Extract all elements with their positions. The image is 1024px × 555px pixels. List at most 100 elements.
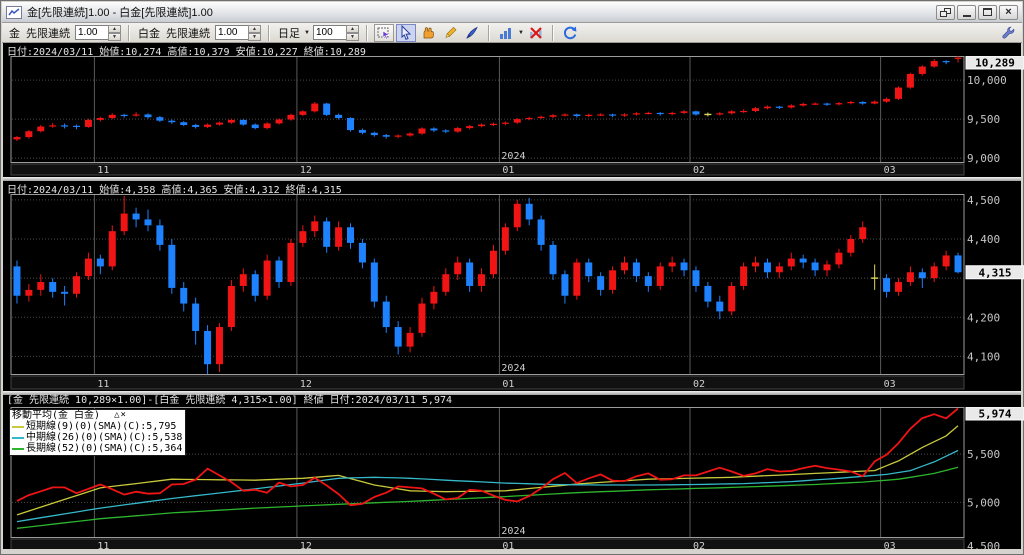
- instrument1-ratio-input[interactable]: 1.00: [75, 25, 108, 40]
- chevron-down-icon[interactable]: ▼: [517, 29, 524, 36]
- candle: [144, 113, 152, 119]
- candle: [108, 113, 116, 120]
- period-count-input[interactable]: 100: [312, 25, 346, 40]
- spin-down-icon[interactable]: ▼: [345, 33, 359, 41]
- instrument2-ratio-input[interactable]: 1.00: [215, 25, 248, 40]
- spread-line: [16, 407, 959, 507]
- candle: [656, 112, 664, 116]
- candle: [311, 215, 319, 238]
- minimize-button[interactable]: [957, 4, 976, 20]
- candle: [239, 268, 247, 292]
- candle: [478, 268, 486, 292]
- cascade-window-button[interactable]: [936, 4, 955, 20]
- candle: [847, 100, 855, 105]
- candle: [406, 132, 414, 137]
- platinum-plot[interactable]: 4,500 4,400 4,200 4,100 11 12 01 02 03 2024 4,315: [3, 194, 1024, 391]
- instrument2-name: 白金: [138, 27, 160, 40]
- candle: [513, 117, 521, 124]
- refresh-icon: [563, 26, 577, 39]
- candle: [347, 223, 355, 249]
- pointer-tool-button[interactable]: [395, 23, 416, 42]
- maximize-button[interactable]: [978, 4, 997, 20]
- gold-plot[interactable]: 10,000 9,500 9,000 11 12 01 02 03 2024 10,289: [3, 56, 1024, 177]
- candle: [382, 133, 390, 139]
- svg-text:4,100: 4,100: [967, 350, 1000, 363]
- candle: [108, 225, 116, 271]
- candle: [287, 113, 295, 121]
- chart-region: 日付:2024/03/11 始値:10,274 高値:10,379 安値:10,…: [3, 43, 1024, 552]
- legend-close-button[interactable]: ×: [120, 410, 127, 420]
- candle: [942, 60, 950, 65]
- candle: [61, 285, 69, 306]
- settings-wrench-button[interactable]: [997, 24, 1017, 42]
- candle: [906, 72, 914, 89]
- svg-text:9,000: 9,000: [967, 152, 1000, 165]
- sma-short-label: 短期線(9)(0)(SMA)(C):5,795: [26, 421, 177, 432]
- refresh-button[interactable]: [560, 24, 580, 42]
- candle: [823, 102, 831, 106]
- delete-indicator-button[interactable]: [526, 24, 546, 42]
- candle: [894, 86, 902, 101]
- spin-down-icon[interactable]: ▼: [108, 33, 121, 41]
- candle: [775, 105, 783, 109]
- period-select[interactable]: 日足: [278, 27, 300, 40]
- candle: [251, 270, 259, 302]
- svg-text:9,500: 9,500: [967, 113, 1000, 126]
- candle: [96, 254, 104, 275]
- year-label: 2024: [501, 151, 525, 162]
- svg-text:4,315: 4,315: [978, 266, 1011, 279]
- candle: [335, 221, 343, 251]
- candle: [835, 248, 843, 269]
- chevron-down-icon[interactable]: ▼: [304, 29, 310, 36]
- spin-up-icon[interactable]: ▲: [248, 25, 261, 33]
- candle: [835, 101, 843, 106]
- candle: [954, 252, 962, 274]
- candle: [573, 113, 581, 118]
- quill-tool-button[interactable]: [462, 24, 482, 42]
- candle: [883, 274, 891, 298]
- instrument1-series: 先限連続: [26, 27, 70, 40]
- spin-down-icon[interactable]: ▼: [248, 33, 261, 41]
- candle: [883, 97, 891, 103]
- current-price-tag: 5,974: [965, 407, 1024, 421]
- hand-tool-button[interactable]: [418, 24, 438, 42]
- candle: [942, 250, 950, 271]
- range-select-tool-button[interactable]: [373, 23, 394, 42]
- x-axis-strip: 11 12 01 02 03: [10, 375, 965, 390]
- candle: [918, 65, 926, 76]
- svg-text:5,974: 5,974: [978, 408, 1011, 421]
- candle: [918, 268, 926, 288]
- candle: [430, 285, 438, 310]
- spin-up-icon[interactable]: ▲: [108, 25, 121, 33]
- sma-long-label: 長期線(52)(0)(SMA)(C):5,364: [26, 443, 183, 454]
- candle: [525, 197, 533, 226]
- candle: [501, 223, 509, 255]
- close-button[interactable]: ×: [999, 4, 1018, 20]
- cascade-icon: [940, 7, 951, 17]
- pencil-tool-button[interactable]: [440, 24, 460, 42]
- chart-type-button[interactable]: [496, 24, 516, 42]
- candle: [573, 258, 581, 300]
- candle: [144, 209, 152, 232]
- candle: [775, 262, 783, 279]
- spin-up-icon[interactable]: ▲: [345, 25, 359, 33]
- candle: [597, 272, 605, 296]
- candle: [561, 113, 569, 117]
- candle: [799, 254, 807, 269]
- panel-splitter[interactable]: [3, 177, 1021, 181]
- candle: [787, 104, 795, 109]
- candle: [358, 128, 366, 135]
- candle: [763, 105, 771, 110]
- candles: [13, 56, 962, 141]
- candle: [406, 327, 414, 353]
- platinum-ohlc-header: 日付:2024/03/11 始値:4,358 高値:4,365 安値:4,312…: [7, 185, 342, 196]
- legend-collapse-button[interactable]: △: [114, 410, 121, 420]
- candle: [680, 110, 688, 115]
- candle: [632, 112, 640, 116]
- candle: [537, 215, 545, 251]
- svg-text:03: 03: [884, 541, 896, 552]
- panel-splitter[interactable]: [3, 391, 1021, 395]
- candle: [501, 121, 509, 126]
- candle: [275, 118, 283, 125]
